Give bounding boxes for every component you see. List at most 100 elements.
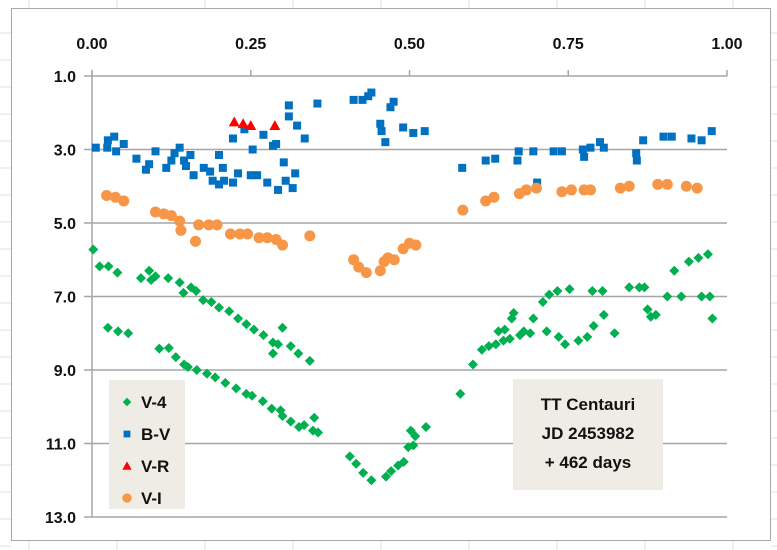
data-point-v-4 [609, 328, 620, 339]
data-point-v-4 [313, 427, 324, 438]
data-point-v-4 [266, 403, 277, 414]
legend-item-v-i[interactable]: V-I [122, 489, 162, 508]
data-point-v-i [691, 182, 703, 194]
chart-area[interactable]: 0.00 0.25 0.50 0.75 1.00 1.0 3.0 5.0 7.0 9.0 11.0… [11, 8, 771, 541]
data-point-b-v [549, 147, 558, 156]
data-point-v-4 [693, 252, 704, 263]
data-point-b-v [110, 132, 119, 141]
legend-square-icon [123, 430, 131, 438]
y-tick-label: 1.0 [54, 69, 76, 86]
data-point-b-v [248, 145, 257, 154]
data-point-b-v [481, 156, 490, 165]
data-point-v-4 [386, 466, 397, 477]
data-point-v-r [228, 116, 240, 127]
data-point-b-v [687, 134, 696, 143]
data-point-b-v [132, 154, 141, 163]
data-point-v-i [531, 182, 542, 194]
data-point-v-4 [707, 313, 718, 324]
data-point-v-4 [553, 331, 564, 342]
data-point-b-v [112, 147, 121, 156]
legend-label: V-I [141, 489, 162, 508]
data-point-v-4 [285, 416, 296, 427]
data-point-v-i [190, 235, 202, 247]
legend-item-b-v[interactable]: B-V [123, 425, 171, 444]
data-point-v-4 [277, 322, 288, 333]
data-point-v-i [242, 228, 254, 240]
data-point-v-4 [642, 304, 653, 315]
data-point-b-v [409, 128, 418, 137]
data-point-b-v [707, 127, 716, 136]
data-point-v-i [388, 254, 400, 266]
legend-item-v-4[interactable]: V-4 [122, 393, 167, 412]
data-point-b-v [103, 143, 112, 152]
data-point-v-4 [277, 410, 288, 421]
data-point-b-v [284, 112, 293, 121]
data-point-b-v [263, 178, 272, 187]
legend-label: B-V [141, 425, 171, 444]
annotation-line-1: TT Centauri [541, 395, 635, 414]
data-point-v-4 [103, 261, 114, 272]
data-point-b-v [220, 176, 229, 185]
annotation-line-2: JD 2453982 [542, 424, 635, 443]
data-point-v-4 [544, 289, 555, 300]
data-point-v-4 [224, 306, 235, 317]
data-point-v-r [245, 120, 257, 131]
data-point-v-4 [537, 297, 548, 308]
data-point-v-4 [178, 287, 189, 298]
data-point-b-v [151, 147, 160, 156]
data-point-v-4 [525, 328, 536, 339]
data-point-b-v [632, 156, 641, 165]
data-point-v-4 [135, 273, 146, 284]
data-point-v-4 [702, 249, 713, 260]
data-point-b-v [145, 160, 154, 169]
data-point-b-v [91, 143, 100, 152]
data-point-b-v [313, 99, 322, 108]
data-point-v-i [253, 232, 265, 244]
data-point-v-4 [299, 420, 310, 431]
data-point-v-i [556, 186, 568, 198]
data-point-b-v [291, 169, 300, 178]
data-point-v-i [360, 267, 372, 279]
y-tick-label: 13.0 [45, 510, 76, 527]
data-point-b-v [513, 156, 522, 165]
data-point-b-v [272, 139, 281, 148]
data-point-v-4 [144, 265, 155, 276]
data-point-v-i [118, 195, 130, 207]
annotation-box[interactable]: TT Centauri JD 2453982 + 462 days [513, 379, 663, 490]
x-tick-label: 0.25 [235, 36, 266, 53]
data-point-b-v [389, 97, 398, 106]
data-point-v-4 [174, 277, 185, 288]
data-point-v-i [304, 230, 316, 242]
data-point-v-4 [309, 412, 320, 423]
data-point-v-4 [573, 335, 584, 346]
chart-plot: 0.00 0.25 0.50 0.75 1.00 1.0 3.0 5.0 7.0 9.0 11.0… [45, 36, 743, 527]
data-point-b-v [279, 158, 288, 167]
data-point-v-r [269, 120, 281, 131]
legend-item-v-r[interactable]: V-R [122, 457, 169, 476]
legend-label: V-R [141, 457, 169, 476]
data-point-v-4 [198, 295, 209, 306]
data-point-v-i [211, 219, 223, 231]
data-point-v-4 [206, 297, 217, 308]
data-point-b-v [288, 184, 297, 193]
x-tick-label: 1.00 [711, 36, 742, 53]
data-point-v-4 [248, 324, 259, 335]
x-tick-label: 0.00 [76, 36, 107, 53]
data-point-v-4 [170, 352, 181, 363]
data-point-v-i [374, 265, 386, 277]
data-point-v-4 [597, 285, 608, 296]
data-point-v-4 [587, 285, 598, 296]
data-point-v-4 [304, 355, 315, 366]
legend[interactable]: V-4 B-V V-R V-I [109, 380, 185, 509]
data-point-b-v [215, 151, 223, 160]
data-point-v-4 [639, 282, 650, 293]
data-point-v-4 [468, 359, 478, 370]
data-point-v-4 [210, 372, 221, 383]
data-point-v-i [614, 182, 626, 194]
data-point-v-4 [112, 267, 123, 278]
data-point-b-v [228, 134, 237, 143]
data-point-b-v [381, 138, 390, 147]
data-point-v-i [661, 178, 673, 190]
data-point-b-v [580, 152, 589, 161]
data-point-v-4 [476, 344, 487, 355]
